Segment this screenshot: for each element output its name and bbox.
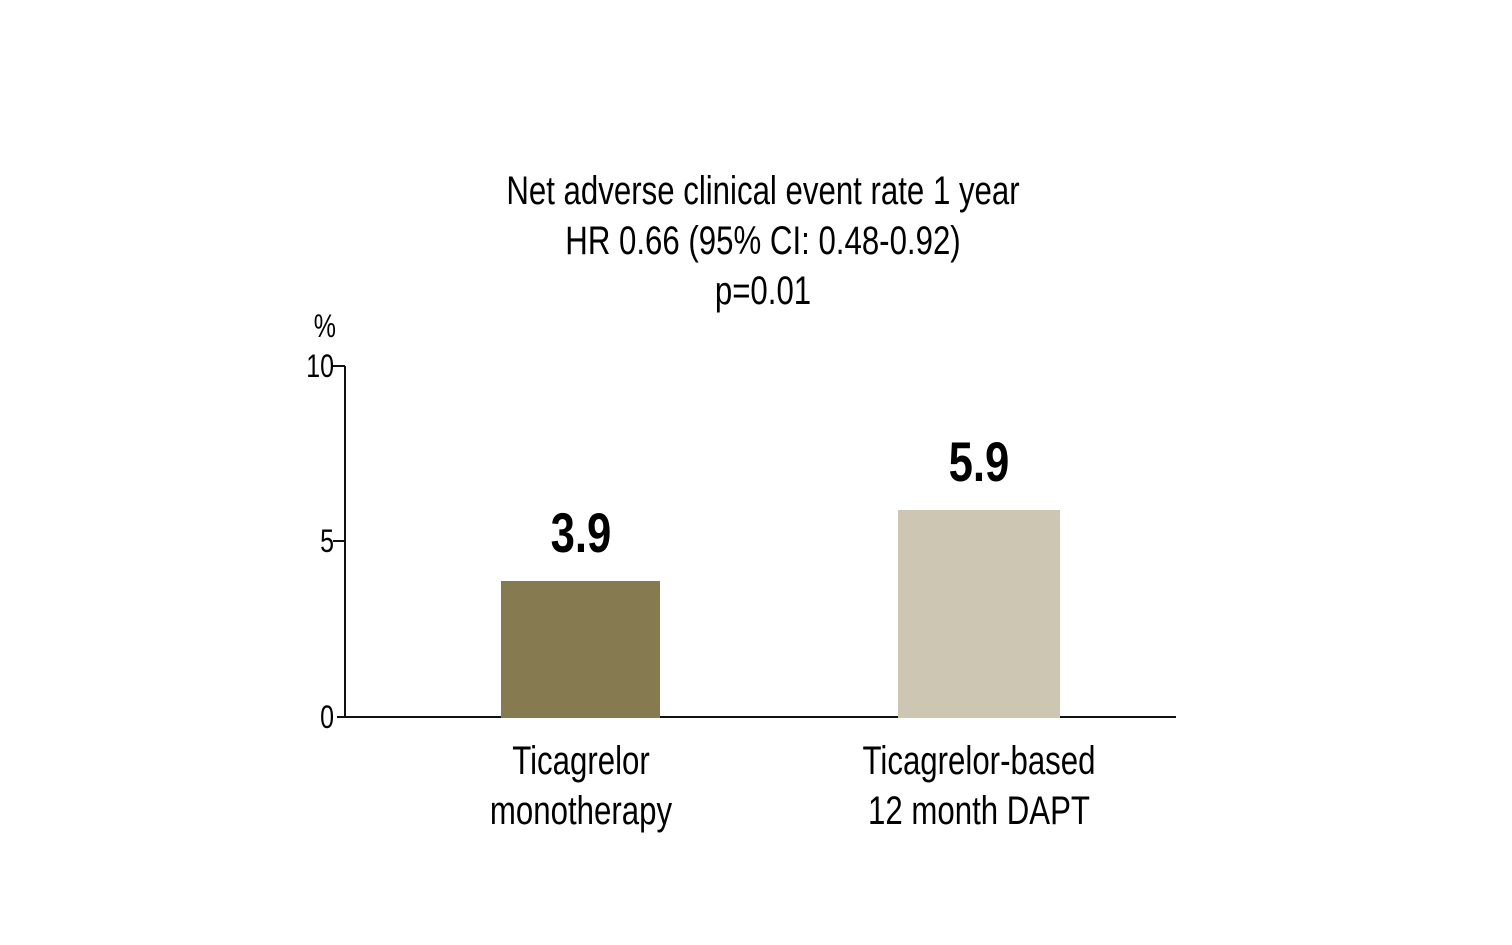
y-axis-tick-label-0: 0 <box>320 699 334 735</box>
bar-value-text: 5.9 <box>948 430 1010 493</box>
category-label-line: Ticagrelor-based <box>862 739 1096 783</box>
category-label-line: Ticagrelor <box>512 739 650 783</box>
y-axis-unit-label: % <box>313 308 336 344</box>
y-axis-line <box>344 366 346 718</box>
y-axis-tickmark-10 <box>333 365 345 367</box>
chart-title-line-1: Net adverse clinical event rate 1 year <box>506 169 1020 213</box>
category-label-line: 12 month DAPT <box>868 789 1090 833</box>
category-label-ticagrelor-monotherapy: Ticagrelor monotherapy <box>431 736 731 836</box>
category-label-ticagrelor-based-dapt: Ticagrelor-based 12 month DAPT <box>829 736 1129 836</box>
x-axis-line <box>337 716 1176 718</box>
bar-ticagrelor-monotherapy <box>501 581 660 718</box>
y-axis-tick-label-5: 5 <box>320 523 334 559</box>
bar-value-text: 3.9 <box>550 501 612 564</box>
bar-value-label-ticagrelor-monotherapy: 3.9 <box>481 505 681 561</box>
bar-ticagrelor-based-dapt <box>898 510 1060 718</box>
chart-title: Net adverse clinical event rate 1 year H… <box>413 166 1113 316</box>
chart-title-line-2: HR 0.66 (95% CI: 0.48-0.92) <box>565 219 961 263</box>
y-axis-tick-label-10: 10 <box>306 348 334 384</box>
category-label-line: monotherapy <box>489 789 673 833</box>
y-axis-tickmark-5 <box>333 540 345 542</box>
bar-value-label-ticagrelor-based-dapt: 5.9 <box>879 434 1079 490</box>
chart-title-line-3: p=0.01 <box>714 269 812 313</box>
